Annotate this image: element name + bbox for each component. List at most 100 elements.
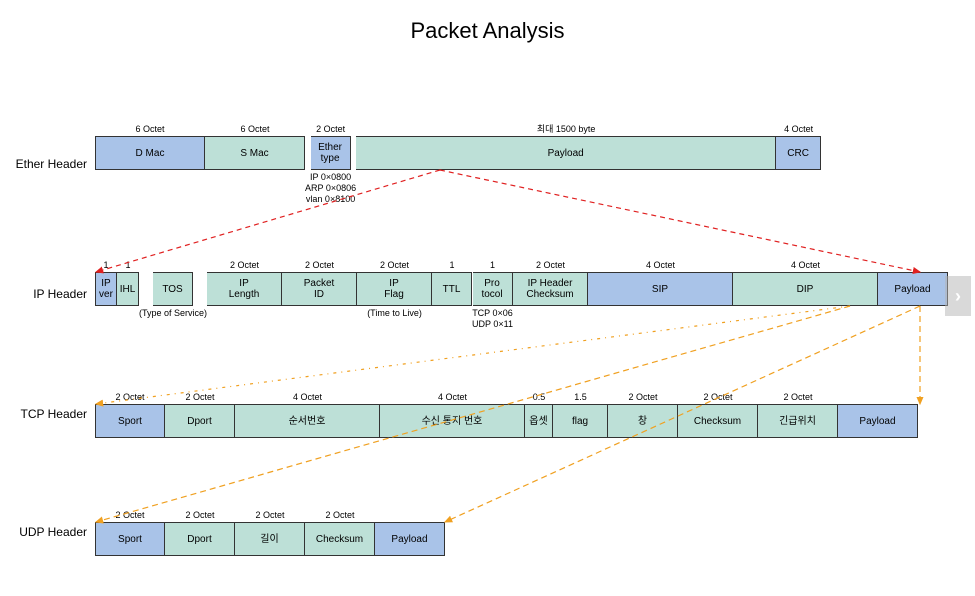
field-size-label: 최대 1500 byte <box>537 122 596 136</box>
field-size-label: 1 <box>125 258 130 272</box>
field-box: Payload <box>878 272 948 306</box>
field-tcp-9: Payload <box>838 390 918 438</box>
field-box: IP HeaderChecksum <box>513 272 588 306</box>
field-box: flag <box>553 404 608 438</box>
header-row-udp: UDP Header2 OctetSport2 OctetDport2 Octe… <box>0 508 445 556</box>
field-tcp-3: 4 Octet수신 통지 번호 <box>380 390 525 438</box>
field-ip-3: 2 Octet IPLength <box>207 258 282 330</box>
field-size-label: 2 Octet <box>255 508 284 522</box>
field-size-label: 4 Octet <box>791 258 820 272</box>
field-size-label: 6 Octet <box>135 122 164 136</box>
field-size-label: 6 Octet <box>240 122 269 136</box>
field-name: Sport <box>118 416 142 427</box>
field-size-label: 2 Octet <box>380 258 409 272</box>
field-tcp-4: 0.5 옵셋 <box>525 390 553 438</box>
next-arrow-button[interactable]: › <box>945 276 971 316</box>
field-ip-5: 2 OctetIPFlag(Time to Live) <box>357 258 432 330</box>
field-name: 길이 <box>260 534 278 545</box>
field-name: S Mac <box>240 148 268 159</box>
field-tcp-7: 2 Octet Checksum <box>678 390 758 438</box>
field-size-label: 2 Octet <box>628 390 657 404</box>
row-label-ether: Ether Header <box>0 157 95 171</box>
field-name: D Mac <box>136 148 165 159</box>
field-ip-2: TOS (Type of Service) <box>139 258 207 330</box>
field-box: DIP <box>733 272 878 306</box>
field-name: SIP <box>652 284 668 295</box>
field-box: 수신 통지 번호 <box>380 404 525 438</box>
field-ip-10: 4 Octet DIP <box>733 258 878 330</box>
header-row-ether: Ether Header 6 Octet D Mac 6 Octet S Mac 2 Oc… <box>0 122 821 205</box>
chevron-right-icon: › <box>955 286 961 307</box>
field-name: 순서번호 <box>289 416 326 427</box>
field-ether-3: 최대 1500 byte Payload <box>356 122 776 205</box>
field-box: IHL <box>117 272 139 306</box>
field-size-label: 2 Octet <box>325 508 354 522</box>
field-name: IP HeaderChecksum <box>526 278 573 300</box>
field-ether-2: 2 OctetEthertypeIP 0×0800ARP 0×0806vlan … <box>305 122 356 205</box>
field-size-label: 0.5 <box>533 390 546 404</box>
field-size-label: 2 Octet <box>536 258 565 272</box>
field-box: Dport <box>165 404 235 438</box>
field-tcp-5: 1.5flag <box>553 390 608 438</box>
field-size-label: 2 Octet <box>115 508 144 522</box>
field-size-label: 2 Octet <box>316 122 345 136</box>
field-size-label: 1 <box>450 258 455 272</box>
field-box: Checksum <box>305 522 375 556</box>
field-name: TTL <box>443 284 461 295</box>
field-size-label: 4 Octet <box>784 122 813 136</box>
field-size-label: 4 Octet <box>293 390 322 404</box>
field-size-label: 2 Octet <box>783 390 812 404</box>
field-name: IPLength <box>229 278 260 300</box>
field-ip-6: 1 TTL <box>432 258 472 330</box>
field-box: Protocol <box>473 272 513 306</box>
field-name: 옵셋 <box>529 416 547 427</box>
field-size-label: 2 Octet <box>305 258 334 272</box>
field-size-label: 4 Octet <box>646 258 675 272</box>
field-sub-label: (Type of Service) <box>139 306 207 330</box>
field-name: TOS <box>162 284 182 295</box>
field-sub-label: (Time to Live) <box>367 306 422 330</box>
field-name: Dport <box>187 534 211 545</box>
row-label-tcp: TCP Header <box>0 407 95 421</box>
field-name: Checksum <box>694 416 741 427</box>
field-udp-1: 2 Octet Dport <box>165 508 235 556</box>
field-ether-4: 4 Octet CRC <box>776 122 821 205</box>
field-size-label: 4 Octet <box>438 390 467 404</box>
field-name: Ethertype <box>318 142 342 164</box>
field-box: Ethertype <box>311 136 351 170</box>
field-size-label: 2 Octet <box>703 390 732 404</box>
field-name: PacketID <box>304 278 335 300</box>
field-box: CRC <box>776 136 821 170</box>
field-box: IPFlag <box>357 272 432 306</box>
field-sub-label: TCP 0×06UDP 0×11 <box>472 306 513 330</box>
field-size-label: 2 Octet <box>115 390 144 404</box>
field-udp-0: 2 OctetSport <box>95 508 165 556</box>
field-size-label: 1.5 <box>574 390 587 404</box>
header-row-tcp: TCP Header2 OctetSport2 OctetDport4 Octe… <box>0 390 918 438</box>
page-title: Packet Analysis <box>0 0 975 54</box>
field-udp-4: Payload <box>375 508 445 556</box>
field-name: DIP <box>797 284 814 295</box>
field-name: Payload <box>548 148 584 159</box>
field-ether-0: 6 Octet D Mac <box>95 122 205 205</box>
field-box: 길이 <box>235 522 305 556</box>
field-udp-2: 2 Octet 길이 <box>235 508 305 556</box>
field-name: Payload <box>391 534 427 545</box>
field-box: Payload <box>356 136 776 170</box>
field-box: 옵셋 <box>525 404 553 438</box>
field-name: Dport <box>187 416 211 427</box>
field-tcp-1: 2 OctetDport <box>165 390 235 438</box>
row-label-udp: UDP Header <box>0 525 95 539</box>
field-ip-0: 1 IPver <box>95 258 117 330</box>
field-size-label: 2 Octet <box>185 508 214 522</box>
field-size-label: 2 Octet <box>230 258 259 272</box>
field-name: CRC <box>787 148 809 159</box>
field-size-label: 1 <box>103 258 108 272</box>
field-ip-11: Payload <box>878 258 948 330</box>
field-name: 긴급위치 <box>779 416 816 427</box>
field-name: Payload <box>894 284 930 295</box>
field-name: IPver <box>99 278 113 300</box>
field-udp-3: 2 OctetChecksum <box>305 508 375 556</box>
field-box: 긴급위치 <box>758 404 838 438</box>
field-box: IPver <box>95 272 117 306</box>
